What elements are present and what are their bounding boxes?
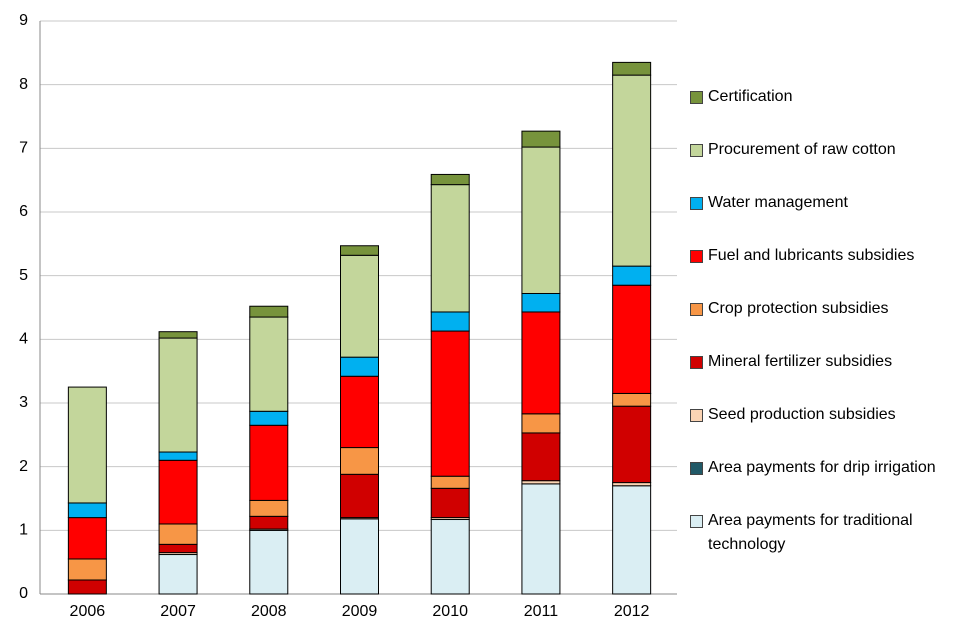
bar-segment [521, 311, 561, 415]
y-tick-label: 9 [19, 12, 28, 29]
bar-segment [158, 554, 198, 595]
bar-segment [340, 447, 379, 475]
y-tick-label: 0 [19, 585, 28, 602]
bar-segment [430, 311, 470, 332]
bar-segment [249, 424, 289, 501]
legend-swatch [690, 197, 703, 210]
bar-segment [521, 292, 561, 313]
bar-segment [249, 499, 289, 517]
bar-segment [430, 475, 470, 489]
legend-swatch [690, 515, 703, 528]
bar-segment [521, 483, 561, 595]
bar-segment [158, 523, 198, 545]
bar-segment [521, 432, 561, 482]
y-tick-label: 7 [19, 140, 28, 157]
legend-item: Crop protection subsidies [690, 297, 950, 321]
y-tick-label: 5 [19, 267, 28, 284]
bar-segment [340, 518, 379, 595]
bar-segment [430, 184, 470, 313]
legend-label: Seed production subsidies [708, 406, 896, 423]
bar-segment [612, 265, 652, 286]
legend-swatch [690, 250, 703, 263]
bar-segment [521, 413, 561, 434]
bar-segment [612, 74, 652, 267]
x-tick-label: 2011 [524, 603, 559, 620]
bar-segment [340, 356, 379, 377]
x-tick-label: 2008 [251, 603, 287, 620]
legend-label: Procurement of raw cotton [708, 141, 896, 158]
bar-segment [612, 485, 652, 595]
x-tick-label: 2010 [432, 603, 468, 620]
legend-label: Water management [708, 194, 848, 211]
bar-segment [67, 558, 107, 581]
bar-segment [430, 487, 470, 519]
bar-segment [158, 543, 198, 554]
bar-segment [158, 451, 198, 461]
bar-segment [158, 337, 198, 453]
bar-segment [340, 245, 379, 256]
x-tick-label: 2009 [342, 603, 378, 620]
bar-segment [67, 502, 107, 519]
bar-segment [158, 331, 198, 339]
legend-swatch [690, 144, 703, 157]
legend-label: Fuel and lubricants subsidies [708, 247, 915, 264]
legend-swatch [690, 303, 703, 316]
legend-item: Fuel and lubricants subsidies [690, 244, 950, 268]
legend-label: Certification [708, 88, 793, 105]
x-tick-label: 2006 [70, 603, 106, 620]
bar-segment [430, 330, 470, 477]
bar-segment [67, 579, 107, 595]
legend-item: Seed production subsidies [690, 403, 950, 427]
legend-item: Water management [690, 191, 950, 215]
legend-swatch [690, 91, 703, 104]
bar-segment [340, 375, 379, 449]
bar-segment [249, 305, 289, 318]
bar-segment [249, 515, 289, 530]
bar-segment [521, 130, 561, 148]
bar-segment [612, 405, 652, 484]
legend-item: Mineral fertilizer subsidies [690, 350, 950, 374]
bar-segment [249, 529, 289, 595]
y-tick-label: 6 [19, 203, 28, 220]
legend-swatch [690, 356, 703, 369]
bar-segment [67, 517, 107, 560]
bar-segment [521, 146, 561, 294]
x-tick-label: 2007 [160, 603, 196, 620]
y-tick-label: 3 [19, 394, 28, 411]
legend-item: Procurement of raw cotton [690, 138, 950, 162]
bar-segment [340, 254, 379, 358]
bar-segment [612, 61, 652, 76]
bar-segment [430, 173, 470, 186]
legend-item: Certification [690, 85, 950, 109]
y-tick-label: 1 [19, 522, 28, 539]
y-tick-label: 2 [19, 458, 28, 475]
x-tick-label: 2012 [614, 603, 650, 620]
bar-segment [430, 519, 470, 595]
bar-segment [612, 284, 652, 394]
bar-segment [249, 410, 289, 426]
y-tick-label: 8 [19, 76, 28, 93]
legend-label: Area payments for drip irrigation [708, 459, 936, 476]
bar-segment [249, 316, 289, 412]
bar-segment [67, 386, 107, 504]
bar-segment [612, 392, 652, 407]
legend-swatch [690, 409, 703, 422]
bar-segment [158, 459, 198, 525]
legend-label: Area payments for traditional technology [708, 512, 913, 553]
legend-label: Crop protection subsidies [708, 300, 889, 317]
bar-segment [340, 473, 379, 519]
legend-item: Area payments for drip irrigation [690, 456, 950, 480]
legend-item: Area payments for traditional technology [690, 509, 950, 557]
legend-swatch [690, 462, 703, 475]
legend-label: Mineral fertilizer subsidies [708, 353, 893, 370]
y-tick-label: 4 [19, 331, 28, 348]
